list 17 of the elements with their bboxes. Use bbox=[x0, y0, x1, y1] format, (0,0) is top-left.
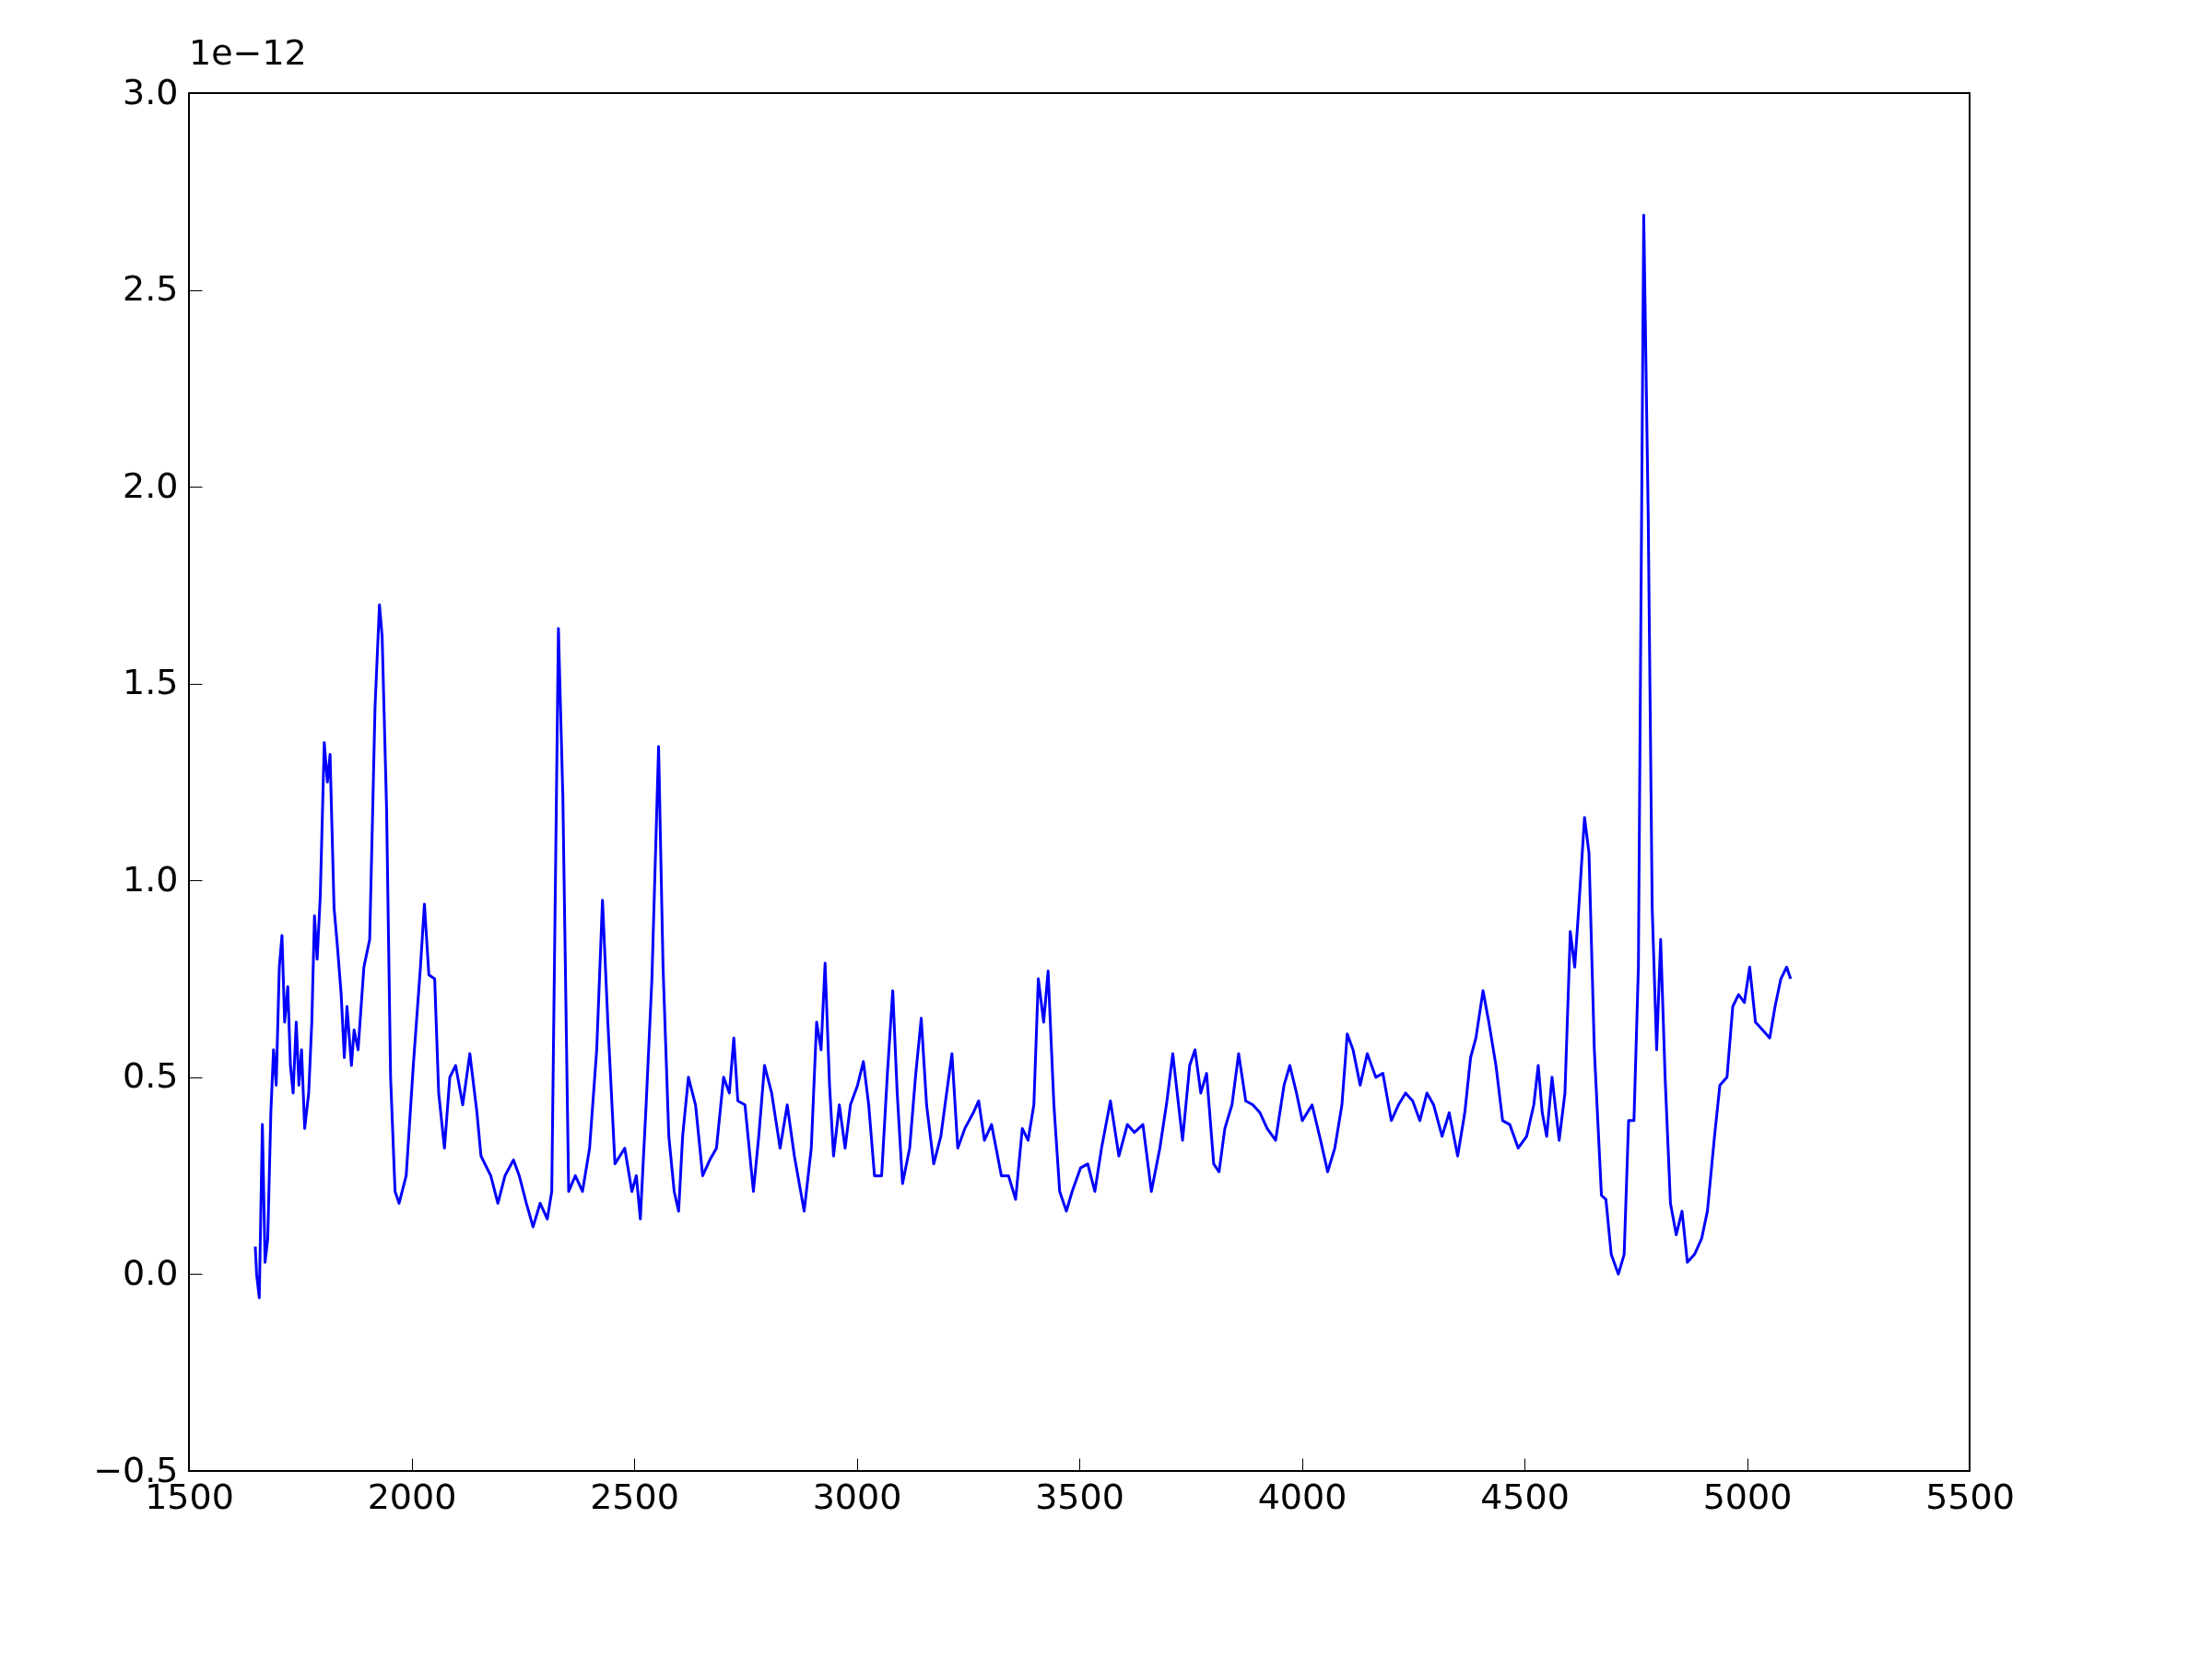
text: 1e−12 bbox=[189, 32, 307, 73]
y-tick-label: 2.5 bbox=[123, 268, 179, 310]
y-tick-label: 3.0 bbox=[123, 71, 179, 112]
x-tick-label: 2500 bbox=[590, 1476, 679, 1517]
y-tick-label: 2.0 bbox=[123, 465, 179, 506]
x-tick-label: 3000 bbox=[812, 1476, 902, 1517]
x-tick-label: 2000 bbox=[367, 1476, 457, 1517]
x-tick-label: 3500 bbox=[1035, 1476, 1124, 1517]
x-tick-label: 5000 bbox=[1702, 1476, 1793, 1517]
y-tick-label: 1.0 bbox=[123, 858, 179, 900]
x-tick-label: 4500 bbox=[1480, 1476, 1570, 1517]
y-tick-label: 0.5 bbox=[123, 1055, 179, 1097]
y-tick-label: 0.0 bbox=[123, 1252, 179, 1293]
line-series bbox=[253, 213, 1793, 1300]
x-tick-label: 5500 bbox=[1925, 1476, 2015, 1517]
y-tick-label: 1.5 bbox=[123, 662, 179, 703]
x-tick-label: 4000 bbox=[1257, 1476, 1347, 1517]
